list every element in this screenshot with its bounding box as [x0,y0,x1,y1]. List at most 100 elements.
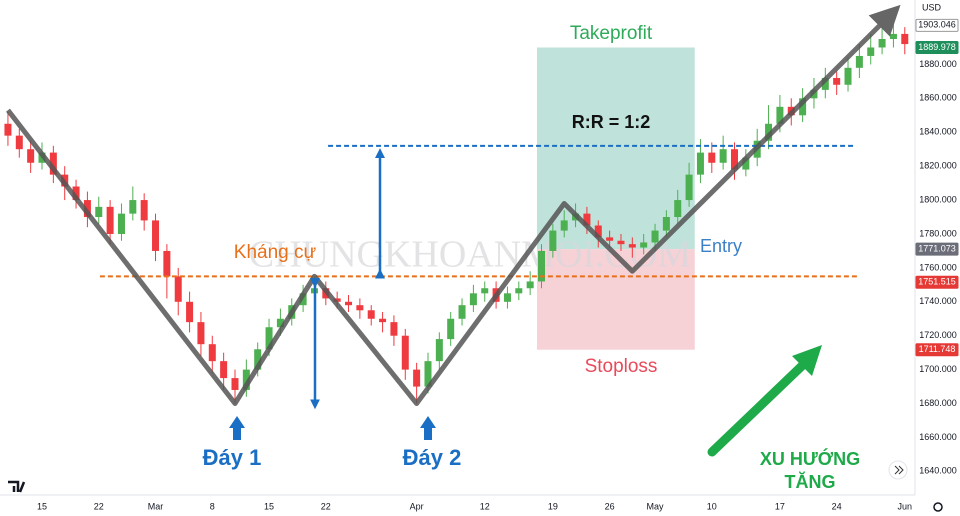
candle-body [367,310,375,319]
entry-label: Entry [700,236,742,256]
x-tick-label: 15 [264,501,274,511]
x-tick-label: Jun [898,501,913,511]
candle-body [776,106,784,124]
candle-body [844,67,852,85]
trend-arrow [707,357,811,457]
x-tick-label: 24 [832,501,842,511]
candle-body [401,335,409,370]
currency: USD [922,2,942,12]
candle-body [526,281,534,289]
candle-body [390,322,398,336]
candle-body [379,318,387,323]
candle-body [95,206,103,218]
x-tick-label: 22 [321,501,331,511]
candle-body [583,213,591,226]
settings-icon[interactable] [933,502,943,512]
x-tick-label: Mar [148,501,164,511]
x-tick-label: 17 [775,501,785,511]
trend-label: XU HƯỚNG [760,448,860,469]
bottom-arrow [420,416,436,440]
candle-body [447,318,455,340]
candle-body [765,123,773,141]
x-tick-label: 19 [548,501,558,511]
candle-body [481,288,489,294]
candle-body [345,301,353,306]
candle-body [719,149,727,163]
candle-body [651,230,659,243]
candle-body [333,298,341,302]
x-tick-label: 10 [707,501,717,511]
candle-body [231,378,239,390]
candle-body [254,349,262,370]
candle-body [821,77,829,90]
candle-body [49,152,57,175]
trend-arrow-head [792,345,822,376]
y-tick-label: 1760.000 [919,262,957,272]
candle-body [855,55,863,68]
scroll-icon [894,465,904,475]
y-tick-label: 1680.000 [919,398,957,408]
y-tick-label: 1860.000 [919,93,957,103]
candle-body [4,123,12,136]
candle-body [515,288,523,294]
price-label-box [915,41,959,55]
candle-body [186,301,194,323]
candle-body [27,149,35,163]
y-tick-label: 1660.000 [919,432,957,442]
candle-body [458,305,466,319]
candle-body [708,152,716,163]
candle-body [617,240,625,245]
axes: 1640.000 1660.000 1680.000 1700.000 1720.000… [37,18,959,511]
y-tick-label: 1640.000 [919,466,957,476]
candle-body [140,200,148,221]
candle-body [685,174,693,201]
candles [4,16,909,404]
candle-body [549,230,557,251]
candle-body [72,186,80,201]
x-tick-label: Apr [410,501,424,511]
price-label: 1711.748 [919,344,956,354]
price-axis [915,0,960,516]
candle-body [560,220,568,231]
y-tick-label: 1780.000 [919,228,957,238]
scroll-button[interactable] [888,460,908,480]
y-tick-label: 1720.000 [919,330,957,340]
candle-body [265,327,273,350]
candle-body [469,293,477,306]
candle-body [174,276,182,302]
x-tick-label: 8 [210,501,215,511]
candle-body [152,220,160,251]
candle-body [606,237,614,241]
candle-body [356,305,364,311]
candle-body [867,47,875,56]
takeprofit-label: Takeprofit [570,23,653,44]
candle-body [662,217,670,231]
candle-body [424,361,432,387]
candle-body [15,135,23,150]
x-tick-label: 26 [605,501,615,511]
candle-body [742,157,750,170]
ratio-label: R:R = 1:2 [572,112,651,132]
candle-body [628,244,636,248]
candle-body [538,250,546,282]
y-tick-label: 1740.000 [919,296,957,306]
x-tick-label: 12 [480,501,490,511]
logo [8,480,26,493]
candle-body [696,152,704,175]
candle-body [640,242,648,248]
bottom-label: Đáy 2 [403,445,462,470]
candle-body [220,361,228,379]
candle-body [435,339,443,362]
annotation-lines [5,4,901,410]
price-label-box [915,18,959,32]
candle-body [208,344,216,362]
candle-body [730,149,738,170]
price-label-box [915,242,959,256]
candle-body [242,369,250,390]
candle-body [594,225,602,238]
y-tick-label: 1880.000 [919,59,957,69]
bottom-arrow [229,416,245,440]
price-label: 1903.046 [918,20,956,30]
